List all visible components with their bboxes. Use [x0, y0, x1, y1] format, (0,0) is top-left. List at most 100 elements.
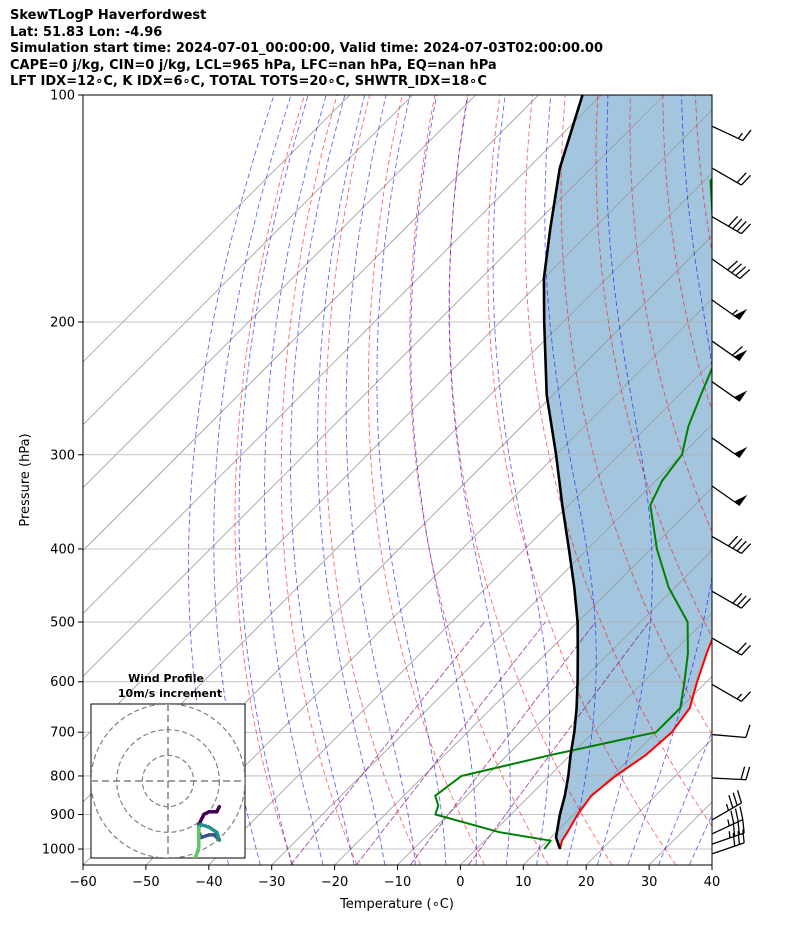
y-tick-label: 800: [50, 769, 75, 784]
wind-barb-feather: [734, 808, 739, 822]
wind-barb-feather: [739, 269, 751, 279]
y-tick-label: 900: [50, 808, 75, 823]
moist-adiabat: [376, 95, 447, 865]
wind-barb-staff: [711, 802, 742, 821]
wind-barb-half-feather: [737, 132, 743, 139]
wind-barb-feather: [742, 129, 752, 141]
wind-barb: [711, 535, 752, 555]
isotherm: [145, 298, 712, 865]
x-tick-label: 0: [456, 875, 464, 890]
moist-adiabat: [317, 95, 386, 865]
isotherm: [83, 95, 602, 614]
wind-barb-feather: [740, 174, 752, 186]
wind-barb-feather: [732, 218, 743, 230]
wind-barb-feather: [732, 832, 736, 847]
wind-barb-staff: [711, 299, 741, 321]
wind-barb-feather: [736, 595, 747, 607]
wind-barb-feather: [735, 266, 747, 277]
wind-barb-feather: [740, 691, 752, 702]
wind-barb-staff: [711, 777, 746, 781]
wind-barb-staff: [711, 340, 741, 362]
wind-barb-feather: [736, 172, 747, 184]
isotherm: [83, 95, 476, 489]
wind-barb-feather: [727, 260, 738, 271]
isotherm: [523, 675, 712, 865]
isotherm: [208, 361, 712, 865]
wind-barb-staff: [711, 485, 741, 507]
x-tick-label: 20: [578, 875, 595, 890]
cape-cin-shading: [543, 95, 712, 849]
x-tick-label: −40: [195, 875, 222, 890]
mixing-ratio-lines: [290, 621, 650, 865]
wind-barb: [711, 683, 752, 703]
isotherm: [83, 95, 665, 677]
isotherm: [460, 612, 712, 865]
wind-barb-feather: [732, 792, 738, 806]
x-tick-label: −60: [69, 875, 96, 890]
wind-barb-feather: [732, 592, 743, 604]
dry-adiabat: [560, 95, 712, 736]
dry-adiabat: [409, 95, 549, 865]
wind-barb: [711, 819, 745, 845]
wind-barb-feather: [740, 644, 752, 656]
hodograph-title: Wind Profile: [128, 672, 204, 685]
y-tick-label: 600: [50, 675, 75, 690]
wind-barb-staff: [711, 381, 741, 402]
dry-adiabat: [325, 95, 422, 865]
wind-barb-staff: [711, 832, 745, 845]
x-axis: −60 −50 −40 −30 −20 −10 0 10 20 30 40: [69, 865, 720, 890]
wind-barb-feather: [727, 535, 739, 547]
wind-barb-feather: [737, 831, 741, 845]
wind-barb: [711, 766, 751, 781]
isotherm: [83, 95, 351, 363]
wind-barb-staff: [711, 733, 746, 739]
wind-barb: [711, 437, 748, 458]
wind-barb-feather: [732, 345, 743, 356]
isotherm: [397, 549, 712, 865]
wind-barb-flag: [734, 390, 748, 402]
y-tick-label: 1000: [42, 843, 75, 858]
dewpoint-line: [434, 176, 712, 850]
title-line-station: SkewTLogP Haverfordwest: [10, 8, 207, 23]
wind-barb-feather: [731, 263, 743, 274]
wind-barb: [711, 637, 752, 656]
wind-barb-half-feather: [727, 819, 730, 827]
wind-barb-staff: [711, 125, 744, 142]
wind-barb-feather: [745, 724, 751, 738]
y-axis: 1000 900 800 700 600 500 400 300 200 100: [42, 89, 83, 858]
wind-barb-staff: [711, 590, 742, 609]
wind-barb-staff: [711, 437, 741, 458]
temperature-line: [559, 637, 712, 850]
wind-barb-flag: [734, 349, 748, 361]
dry-adiabat: [524, 95, 712, 828]
moist-adiabat: [627, 95, 712, 865]
hodograph-subtitle: 10m/s increment: [118, 687, 222, 700]
wind-barb-staff: [711, 535, 742, 555]
moist-adiabat: [596, 95, 653, 865]
wind-barb-half-feather: [728, 831, 731, 838]
y-tick-label: 400: [50, 542, 75, 557]
y-axis-label: Pressure (hPa): [18, 433, 33, 526]
moist-adiabat: [345, 95, 416, 865]
y-tick-label: 700: [50, 726, 75, 741]
wind-barb-flag: [734, 446, 748, 458]
wind-barb-feather: [736, 220, 747, 232]
wind-barb: [711, 590, 752, 609]
dry-adiabat: [280, 95, 358, 865]
dry-adiabat: [728, 95, 794, 865]
wind-barb: [711, 340, 748, 362]
isotherm: [711, 864, 712, 865]
wind-barb-feather: [740, 543, 752, 554]
wind-barb-flag: [734, 494, 748, 506]
moist-adiabat: [448, 95, 511, 865]
wind-barb-feather: [736, 540, 747, 552]
wind-barb-feather: [732, 538, 743, 549]
wind-barb-feather: [728, 794, 734, 809]
wind-barb-feather: [740, 223, 752, 235]
wind-barb-staff: [711, 842, 745, 855]
mixing-ratio-line: [290, 621, 485, 865]
mixing-ratio-line: [468, 621, 650, 865]
wind-barb-feather: [737, 821, 741, 835]
wind-barb-feather: [742, 829, 745, 843]
